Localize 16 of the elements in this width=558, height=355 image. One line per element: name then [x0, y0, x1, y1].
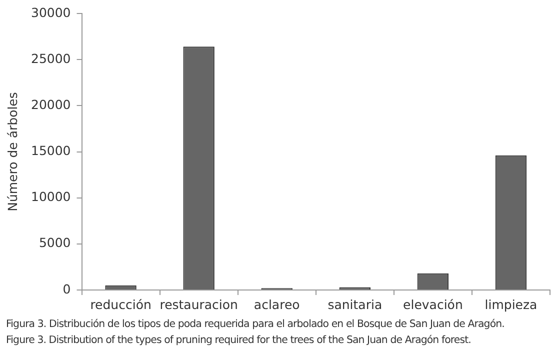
y-tick-label: 15000 — [31, 143, 71, 158]
x-tick-label: restauracion — [160, 296, 238, 312]
y-tick-label: 20000 — [31, 96, 71, 112]
y-tick-label: 10000 — [31, 189, 71, 204]
y-tick-label: 5000 — [38, 235, 71, 250]
y-axis-title: Número de árboles — [4, 92, 20, 212]
y-tick-label: 0 — [62, 281, 71, 296]
caption: Figure 3. Distribution of the types of pruning required for the trees of the San Juan de Aragón forest. — [6, 334, 472, 348]
y-tick-label: 30000 — [31, 4, 71, 20]
x-tick-label: limpieza — [484, 296, 538, 312]
x-tick-label: sanitaria — [328, 296, 382, 312]
x-tick-label: aclareo — [254, 296, 300, 312]
x-tick-label: elevación — [403, 296, 463, 312]
y-tick-label: 25000 — [31, 50, 71, 66]
x-tick-label: reducción — [90, 296, 152, 312]
text: Figura 3. Distribución de los tipos de poda requerida para el arbolado en el Bosque de San Juan de Aragón. — [6, 318, 504, 332]
